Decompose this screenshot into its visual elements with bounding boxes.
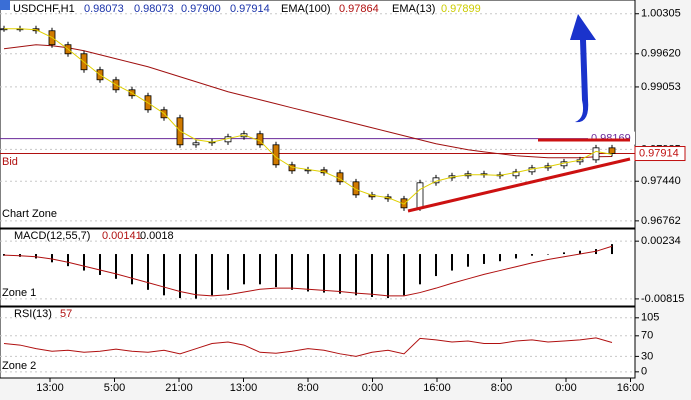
y-tick-label: 0 (641, 366, 647, 378)
ema-slow-label: EMA(100) (281, 3, 331, 15)
macd-bar (371, 254, 373, 297)
macd-bar (547, 254, 549, 255)
trend-line (407, 157, 631, 213)
ema-slow (3, 44, 613, 159)
y-tick-label: 30 (641, 350, 653, 362)
symbol: USDCHF,H1 (13, 3, 75, 15)
macd-bar (403, 254, 405, 296)
zone-label: Zone 2 (2, 360, 36, 372)
close: 0.97914 (230, 3, 270, 15)
candle (352, 181, 360, 196)
macd-bar (467, 254, 469, 267)
grid (0, 13, 639, 373)
y-tick-label: -0.00815 (641, 293, 684, 305)
x-tick-label: 0:00 (555, 382, 576, 394)
macd-bar (275, 254, 277, 288)
x-tick-label: 13:00 (36, 382, 64, 394)
macd-bar (579, 250, 581, 255)
macd-bar (147, 254, 149, 290)
ema-fast (4, 28, 613, 205)
y-tick-label: 0.99053 (641, 81, 681, 93)
macd-label: MACD(12,55,7) (14, 230, 90, 242)
macd-bar (211, 254, 213, 296)
y-tick-label: 70 (641, 330, 653, 342)
macd-bar (131, 254, 133, 285)
macd-bar (419, 254, 421, 285)
candle (192, 142, 200, 146)
macd-bar (51, 254, 53, 263)
y-tick-label: 1.00305 (641, 8, 681, 20)
y-tick-label: 0.96762 (641, 215, 681, 227)
macd-bar (35, 254, 37, 259)
rsi-value: 57 (60, 308, 72, 320)
y-tick-label: 0.99620 (641, 48, 681, 60)
candle (512, 171, 520, 177)
macd-bar (83, 254, 85, 271)
x-tick-label: 8:00 (491, 382, 512, 394)
bid-box (634, 146, 686, 162)
macd-main-value: 0.0018 (140, 230, 174, 242)
candle (592, 147, 600, 161)
macd-bar (243, 254, 245, 285)
open: 0.98073 (84, 3, 124, 15)
rsi-line (3, 337, 613, 357)
macd-bar (531, 254, 533, 256)
macd-signal (3, 245, 613, 297)
x-tick-label: 16:00 (617, 382, 645, 394)
zone-label: Zone 1 (2, 287, 36, 299)
y-tick-label: 0.00234 (641, 235, 681, 247)
ema-slow-value: 0.97864 (339, 3, 379, 15)
macd-signal-value: 0.00141 (102, 230, 142, 242)
macd-bar (163, 254, 165, 296)
macd-bar (307, 254, 309, 292)
candle (416, 182, 424, 209)
x-tick-label: 13:00 (230, 382, 258, 394)
macd-bar (451, 254, 453, 271)
y-tick-label: 105 (641, 312, 659, 324)
high: 0.98073 (134, 3, 174, 15)
x-tick-label: 21:00 (165, 382, 193, 394)
macd-bar (291, 254, 293, 290)
macd-bar (99, 254, 101, 275)
up-arrow (570, 14, 596, 123)
x-tick-label: 8:00 (297, 382, 318, 394)
macd-bar (323, 254, 325, 293)
macd-bar (67, 254, 69, 267)
x-tick-label: 5:00 (104, 382, 125, 394)
macd-bar (259, 254, 261, 285)
macd-bar (611, 244, 613, 255)
rsi-panel (0, 306, 636, 379)
macd-bar (339, 254, 341, 294)
macd-bar (515, 254, 517, 259)
low: 0.97900 (181, 3, 221, 15)
zone-label: Chart Zone (2, 208, 57, 220)
rsi-label: RSI(13) (14, 308, 52, 320)
macd-bar (3, 254, 5, 256)
bid-price: 0.97914 (639, 147, 679, 159)
macd-bar (499, 254, 501, 262)
ema-fast-label: EMA(13) (392, 3, 435, 15)
menu-icon[interactable] (0, 0, 10, 10)
macd-bar (563, 252, 565, 255)
macd-bar (195, 254, 197, 299)
macd-bar (227, 254, 229, 290)
macd-panel (0, 228, 636, 307)
candle (608, 147, 616, 154)
bid-label: Bid (2, 156, 18, 168)
macd-bar (483, 254, 485, 264)
macd-bar (387, 254, 389, 299)
macd-bar (355, 254, 357, 296)
ema-fast-value: 0.97899 (441, 3, 481, 15)
y-tick-label: 0.97440 (641, 175, 681, 187)
macd-bar (179, 254, 181, 299)
x-tick-label: 16:00 (423, 382, 451, 394)
macd-bar (115, 254, 117, 279)
x-tick-label: 0:00 (362, 382, 383, 394)
macd-bar (435, 254, 437, 277)
